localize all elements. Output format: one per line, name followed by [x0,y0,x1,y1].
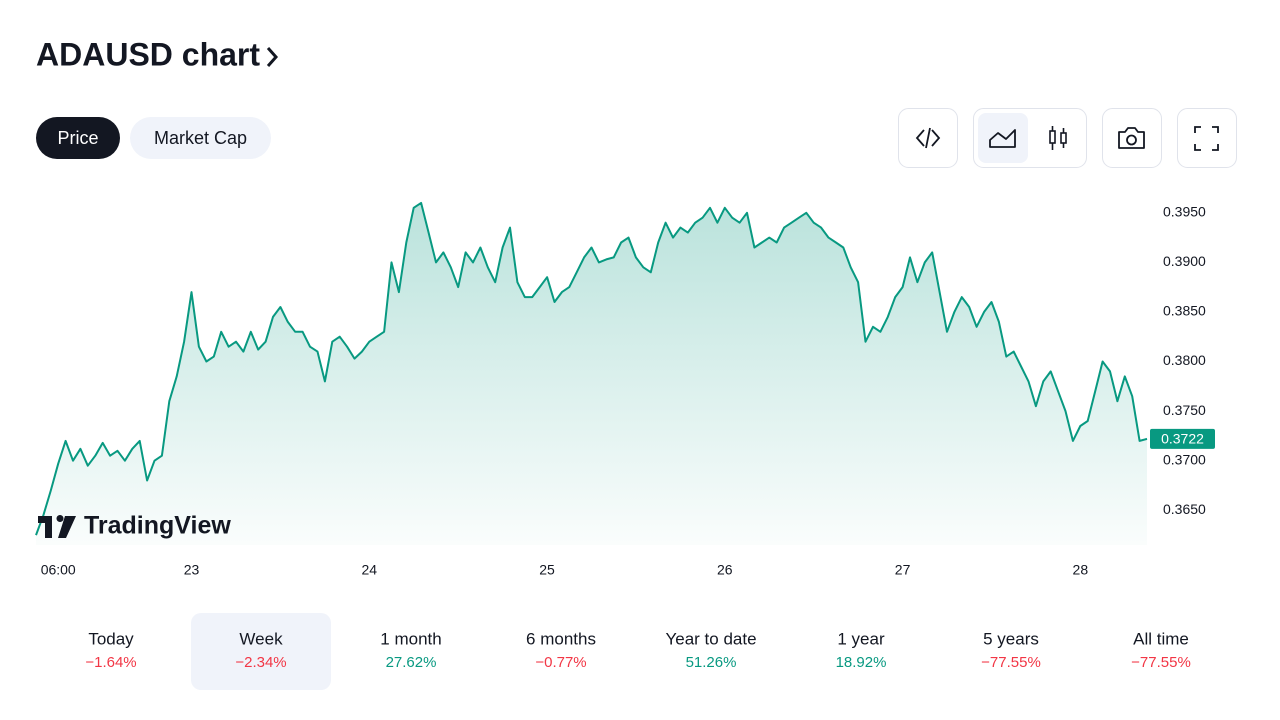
period-label: 5 years [983,629,1039,648]
chart-style-group [973,108,1087,168]
period-button[interactable]: Year to date 51.26% [665,629,756,670]
y-tick-label: 0.3750 [1163,402,1206,418]
period-change: −1.64% [85,654,136,671]
period-label: 1 year [837,629,885,648]
last-price-badge [1150,428,1215,449]
area-fill [36,202,1147,545]
y-tick-label: 0.3800 [1163,352,1206,368]
tab-label: Price [57,128,98,148]
period-label: 6 months [526,629,596,648]
chart: 0.3650 0.3700 0.3750 0.3800 0.3850 0.3900 0.39… [35,201,1215,578]
y-tick-label: 0.3650 [1163,501,1206,517]
tab-label: Market Cap [154,128,247,148]
x-tick-label: 24 [362,562,378,578]
tab[interactable]: Market Cap [130,117,271,159]
period-change: −77.55% [1131,654,1191,671]
tab[interactable]: Price [36,117,120,159]
period-button[interactable]: 6 months −0.77% [526,629,596,670]
period-change: 27.62% [386,654,437,671]
watermark-text: TradingView [84,512,231,540]
period-label: All time [1133,629,1189,648]
snapshot-button[interactable] [1102,108,1162,168]
x-tick-label: 27 [895,562,911,578]
period-button[interactable]: 1 year 18.92% [836,629,887,670]
title-chevron[interactable] [266,47,279,67]
y-tick-label: 0.3950 [1163,203,1206,219]
watermark-logo [38,515,76,538]
period-selected-bg [191,613,331,690]
period-button[interactable]: Today −1.64% [85,629,136,670]
area-style-button[interactable] [978,113,1028,163]
period-button[interactable]: 1 month 27.62% [380,629,441,670]
fullscreen-button[interactable] [1177,108,1237,168]
period-label: Week [239,629,283,648]
embed-button[interactable] [898,108,958,168]
page-title[interactable]: ADAUSD chart [36,36,260,72]
x-tick-label: 25 [539,562,555,578]
tab-background [36,117,120,159]
watermark[interactable]: TradingView [38,512,231,540]
y-tick-label: 0.3900 [1163,253,1206,269]
period-label: 1 month [380,629,441,648]
period-change: −0.77% [535,654,586,671]
period-change: −2.34% [235,654,286,671]
x-tick-label: 28 [1073,562,1089,578]
tabs: Price Market Cap [36,117,271,159]
x-tick-label: 26 [717,562,733,578]
last-price-label: 0.3722 [1161,431,1204,447]
period-change: 51.26% [686,654,737,671]
period-label: Year to date [665,629,756,648]
period-bar: Today −1.64% Week −2.34% 1 month 27.62% 6 mont… [85,613,1191,690]
y-tick-label: 0.3700 [1163,451,1206,467]
candle-style-button[interactable] [1049,126,1067,150]
x-tick-label: 06:00 [41,562,76,578]
period-change: 18.92% [836,654,887,671]
price-line [35,201,1148,536]
period-change: −77.55% [981,654,1041,671]
period-button[interactable]: All time −77.55% [1131,629,1191,670]
period-button[interactable]: Week −2.34% [191,613,331,690]
tab-background [130,117,271,159]
period-label: Today [88,629,134,648]
y-tick-label: 0.3850 [1163,303,1206,319]
period-button[interactable]: 5 years −77.55% [981,629,1041,670]
x-tick-label: 23 [184,562,200,578]
